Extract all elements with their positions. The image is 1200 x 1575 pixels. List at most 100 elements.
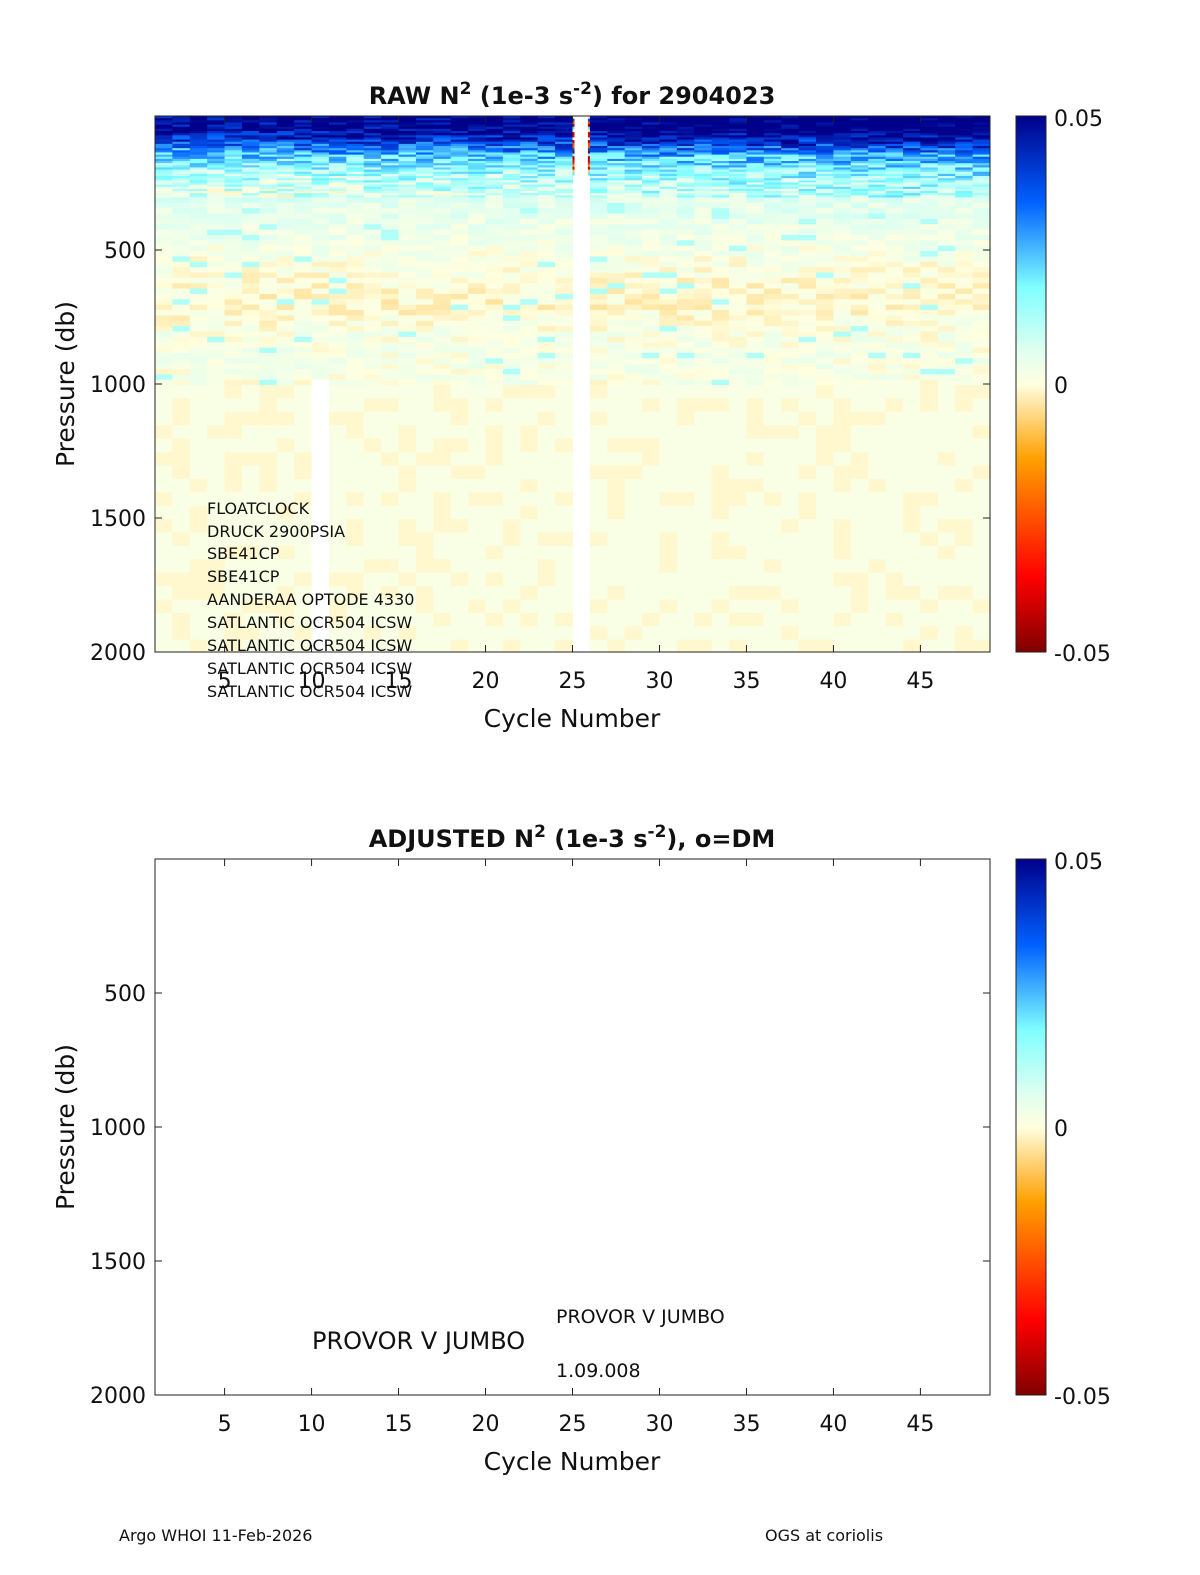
heatmap-cell bbox=[816, 126, 835, 130]
sensor-label: SATLANTIC OCR504 ICSW bbox=[207, 659, 412, 678]
heatmap-cell bbox=[241, 492, 260, 507]
heatmap-cell bbox=[363, 256, 382, 263]
heatmap-cell bbox=[903, 363, 922, 370]
heatmap-cell bbox=[868, 171, 887, 175]
heatmap-cell bbox=[381, 342, 400, 349]
heatmap-cell bbox=[607, 208, 626, 215]
heatmap-cell bbox=[694, 176, 713, 179]
heatmap-cell bbox=[676, 293, 695, 300]
heatmap-cell bbox=[363, 379, 382, 386]
heatmap-cell bbox=[415, 277, 434, 284]
heatmap-cell bbox=[972, 116, 990, 119]
heatmap-cell bbox=[746, 146, 765, 149]
heatmap-cell bbox=[311, 358, 330, 365]
heatmap-cell bbox=[816, 122, 835, 126]
heatmap-cell bbox=[607, 167, 626, 171]
heatmap-cell bbox=[207, 478, 226, 493]
heatmap-cell bbox=[468, 505, 487, 520]
heatmap-cell bbox=[276, 116, 295, 119]
heatmap-cell bbox=[381, 283, 400, 290]
heatmap-cell bbox=[607, 165, 626, 169]
heatmap-cell bbox=[381, 374, 400, 381]
heatmap-cell bbox=[311, 626, 330, 641]
heatmap-cell bbox=[485, 167, 504, 171]
heatmap-cell bbox=[589, 213, 608, 220]
heatmap-cell bbox=[955, 267, 974, 274]
heatmap-cell bbox=[311, 234, 330, 241]
heatmap-cell bbox=[294, 139, 313, 143]
heatmap-cell bbox=[903, 425, 922, 440]
heatmap-cell bbox=[520, 492, 539, 507]
heatmap-cell bbox=[189, 173, 208, 177]
heatmap-cell bbox=[294, 347, 313, 354]
heatmap-cell bbox=[450, 363, 469, 370]
heatmap-cell bbox=[520, 137, 539, 141]
heatmap-cell bbox=[328, 245, 347, 252]
heatmap-cell bbox=[398, 267, 417, 274]
heatmap-cell bbox=[259, 173, 278, 177]
heatmap-cell bbox=[711, 277, 730, 284]
heatmap-cell bbox=[746, 195, 765, 199]
heatmap-cell bbox=[868, 272, 887, 279]
heatmap-cell bbox=[311, 438, 330, 453]
heatmap-cell bbox=[346, 331, 365, 338]
heatmap-cell bbox=[502, 545, 521, 560]
heatmap-cell bbox=[381, 167, 400, 171]
heatmap-cell bbox=[415, 545, 434, 560]
heatmap-cell bbox=[781, 293, 800, 300]
heatmap-cell bbox=[224, 186, 243, 190]
heatmap-cell bbox=[781, 213, 800, 220]
heatmap-cell bbox=[485, 116, 504, 119]
heatmap-cell bbox=[363, 213, 382, 220]
heatmap-cell bbox=[937, 288, 956, 295]
heatmap-cell bbox=[607, 331, 626, 338]
heatmap-cell bbox=[433, 478, 452, 493]
heatmap-cell bbox=[937, 229, 956, 236]
heatmap-cell bbox=[241, 465, 260, 480]
sensor-label: SATLANTIC OCR504 ICSW bbox=[207, 682, 412, 701]
heatmap-cell bbox=[398, 116, 417, 119]
heatmap-cell bbox=[729, 379, 748, 386]
heatmap-cell bbox=[920, 478, 939, 493]
heatmap-cell bbox=[903, 492, 922, 507]
heatmap-cell bbox=[955, 368, 974, 375]
heatmap-cell bbox=[711, 139, 730, 143]
heatmap-cell bbox=[207, 465, 226, 480]
heatmap-cell bbox=[502, 182, 521, 186]
heatmap-cell bbox=[937, 167, 956, 171]
heatmap-cell bbox=[537, 213, 556, 220]
heatmap-cell bbox=[381, 137, 400, 141]
heatmap-cell bbox=[868, 118, 887, 121]
heatmap-cell bbox=[729, 240, 748, 247]
heatmap-cell bbox=[520, 141, 539, 145]
heatmap-cell bbox=[850, 191, 869, 194]
heatmap-cell bbox=[607, 202, 626, 209]
heatmap-cell bbox=[433, 545, 452, 560]
heatmap-cell bbox=[659, 126, 678, 130]
heatmap-cell bbox=[328, 586, 347, 601]
heatmap-cell bbox=[955, 352, 974, 359]
heatmap-cell bbox=[972, 118, 990, 121]
heatmap-cell bbox=[433, 173, 452, 177]
heatmap-cell bbox=[207, 559, 226, 574]
heatmap-cell bbox=[972, 277, 990, 284]
heatmap-cell bbox=[972, 299, 990, 306]
heatmap-cell bbox=[694, 277, 713, 284]
heatmap-cell bbox=[207, 272, 226, 279]
heatmap-cell bbox=[589, 197, 608, 204]
heatmap-cell bbox=[398, 331, 417, 338]
heatmap-cell bbox=[676, 358, 695, 365]
heatmap-cell bbox=[833, 152, 852, 156]
heatmap-cell bbox=[520, 572, 539, 587]
heatmap-cell bbox=[763, 368, 782, 375]
heatmap-cell bbox=[729, 188, 748, 192]
heatmap-cell bbox=[346, 352, 365, 359]
heatmap-cell bbox=[850, 229, 869, 236]
heatmap-cell bbox=[398, 139, 417, 143]
heatmap-cell bbox=[502, 245, 521, 252]
heatmap-cell bbox=[294, 156, 313, 160]
heatmap-cell bbox=[224, 478, 243, 493]
heatmap-cell bbox=[816, 184, 835, 188]
heatmap-cell bbox=[415, 331, 434, 338]
